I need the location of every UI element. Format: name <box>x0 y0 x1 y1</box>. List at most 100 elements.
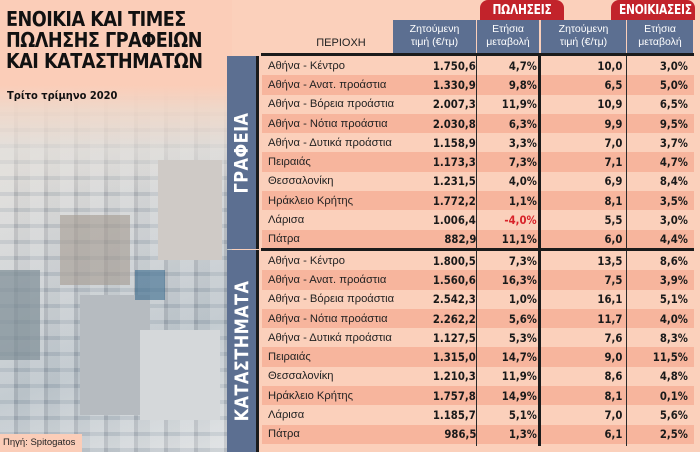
shops-rows: Αθήνα - Κέντρο 1.800,5 7,3% 13,5 8,6% Αθ… <box>262 251 694 444</box>
sale-price: 1.315,0 <box>433 350 476 365</box>
rent-price: 8,6 <box>604 369 622 384</box>
rent-price: 6,5 <box>604 77 622 92</box>
table-row: Αθήνα - Νότια προάστια 2.030,8 6,3% 9,9 … <box>262 113 694 134</box>
rent-change: 3,0% <box>659 58 688 73</box>
region-column-header: ΠΕΡΙΟΧΗ <box>316 37 366 49</box>
sale-price: 1.210,3 <box>433 369 476 384</box>
rent-change: 3,0% <box>659 213 688 228</box>
table-row: Αθήνα - Δυτικά προάστια 1.158,9 3,3% 7,0… <box>262 133 694 153</box>
infographic-title: ΕΝΟΙΚΙΑ ΚΑΙ ΤΙΜΕΣ ΠΩΛΗΣΗΣ ΓΡΑΦΕΙΩΝ ΚΑΙ Κ… <box>6 9 203 72</box>
sale-change: 16,3% <box>501 272 537 287</box>
region-name: Ηράκλειο Κρήτης <box>268 389 353 402</box>
sale-change: 5,6% <box>508 311 537 326</box>
rent-change: 5,1% <box>659 292 688 307</box>
section-label-offices: ΓΡΑΦΕΙΑ <box>227 56 259 249</box>
rent-change: 8,6% <box>659 253 688 268</box>
rent-price: 9,0 <box>604 350 622 365</box>
sale-change: 4,0% <box>508 174 537 189</box>
rent-price: 9,9 <box>604 116 622 131</box>
rent-change: 0,1% <box>659 388 688 403</box>
rent-price: 8,1 <box>604 193 622 208</box>
sale-price: 1.006,4 <box>433 213 476 228</box>
group-header-sales: ΠΩΛΗΣΕΙΣ <box>480 0 564 20</box>
table-row: Αθήνα - Νότια προάστια 2.262,2 5,6% 11,7… <box>262 308 694 329</box>
header-rule <box>261 53 694 56</box>
sale-change: 6,3% <box>508 116 537 131</box>
rent-price: 10,9 <box>597 97 622 112</box>
rent-change: 3,9% <box>659 272 688 287</box>
table-row: Λάρισα 1.185,7 5,1% 7,0 5,6% <box>262 405 694 425</box>
rent-change: 3,5% <box>659 193 688 208</box>
region-name: Πάτρα <box>268 233 300 246</box>
rent-change: 3,7% <box>659 135 688 150</box>
rent-price: 10,0 <box>597 58 622 73</box>
building-shape <box>60 215 130 285</box>
region-name: Πειραιάς <box>268 351 311 364</box>
sale-price: 1.750,6 <box>433 58 476 73</box>
sale-price: 2.542,3 <box>433 292 476 307</box>
region-name: Θεσσαλονίκη <box>268 175 334 188</box>
building-shape <box>0 270 40 360</box>
sale-price: 1.173,3 <box>433 155 476 170</box>
rent-price: 6,9 <box>604 174 622 189</box>
rent-change: 8,3% <box>659 330 688 345</box>
building-shape <box>158 160 222 260</box>
source-credit: Πηγή: Spitogatos <box>0 434 82 452</box>
table-row: Πάτρα 882,9 11,1% 6,0 4,4% <box>262 229 694 249</box>
rent-change: 5,0% <box>659 77 688 92</box>
column-divider-thick <box>538 56 541 446</box>
sale-change: 9,8% <box>508 77 537 92</box>
column-divider <box>626 56 627 446</box>
sale-change: 14,9% <box>501 388 537 403</box>
region-name: Λάρισα <box>268 409 305 422</box>
rent-change: 11,5% <box>652 350 688 365</box>
column-header-sale-price: Ζητούμενη τιμή (€/τμ) <box>393 20 476 54</box>
offices-rows: Αθήνα - Κέντρο 1.750,6 4,7% 10,0 3,0% Αθ… <box>262 56 694 249</box>
sale-price: 882,9 <box>443 232 476 247</box>
sale-price: 1.127,5 <box>433 330 476 345</box>
region-name: Αθήνα - Δυτικά προάστια <box>268 331 392 344</box>
sale-price: 2.262,2 <box>433 311 476 326</box>
rent-change: 4,7% <box>659 155 688 170</box>
sale-price: 1.185,7 <box>433 408 476 423</box>
table-row: Αθήνα - Κέντρο 1.750,6 4,7% 10,0 3,0% <box>262 56 694 76</box>
sale-change: 5,3% <box>508 330 537 345</box>
region-name: Αθήνα - Ανατ. προάστια <box>268 78 387 91</box>
rent-change: 4,8% <box>659 369 688 384</box>
sale-change: 4,7% <box>508 58 537 73</box>
sale-change: 7,3% <box>508 253 537 268</box>
rent-change: 5,6% <box>659 408 688 423</box>
sale-price: 1.757,8 <box>433 388 476 403</box>
sale-change: 1,0% <box>508 292 537 307</box>
region-name: Αθήνα - Δυτικά προάστια <box>268 136 392 149</box>
table-row: Πειραιάς 1.173,3 7,3% 7,1 4,7% <box>262 152 694 172</box>
region-name: Θεσσαλονίκη <box>268 370 334 383</box>
building-shape <box>140 330 220 420</box>
table-row: Αθήνα - Δυτικά προάστια 1.127,5 5,3% 7,6… <box>262 328 694 348</box>
table-row: Πειραιάς 1.315,0 14,7% 9,0 11,5% <box>262 347 694 367</box>
table-row: Αθήνα - Ανατ. προάστια 1.330,9 9,8% 6,5 … <box>262 75 694 95</box>
building-shape <box>80 295 150 415</box>
city-buildings-photo <box>0 0 232 452</box>
rent-change: 9,5% <box>659 116 688 131</box>
region-name: Αθήνα - Κέντρο <box>268 59 345 72</box>
sale-change: 1,3% <box>508 427 537 442</box>
column-header-rent-change: Ετήσια μεταβολή <box>627 20 693 54</box>
sale-change: 11,9% <box>501 369 537 384</box>
table-row: Ηράκλειο Κρήτης 1.757,8 14,9% 8,1 0,1% <box>262 386 694 406</box>
region-name: Αθήνα - Βόρεια προάστια <box>268 293 395 306</box>
sale-price: 1.560,6 <box>433 272 476 287</box>
rent-price: 7,0 <box>604 135 622 150</box>
rent-price: 16,1 <box>597 292 622 307</box>
sale-price: 1.330,9 <box>433 77 476 92</box>
rent-price: 7,0 <box>604 408 622 423</box>
rent-change: 6,5% <box>659 97 688 112</box>
section-rule <box>261 248 694 251</box>
rent-change: 8,4% <box>659 174 688 189</box>
table-row: Λάρισα 1.006,4 -4,0% 5,5 3,0% <box>262 210 694 230</box>
rent-change: 4,0% <box>659 311 688 326</box>
table-row: Αθήνα - Βόρεια προάστια 2.007,3 11,9% 10… <box>262 94 694 114</box>
rent-price: 6,1 <box>604 427 622 442</box>
sale-change: 14,7% <box>501 350 537 365</box>
region-name: Πάτρα <box>268 428 300 441</box>
